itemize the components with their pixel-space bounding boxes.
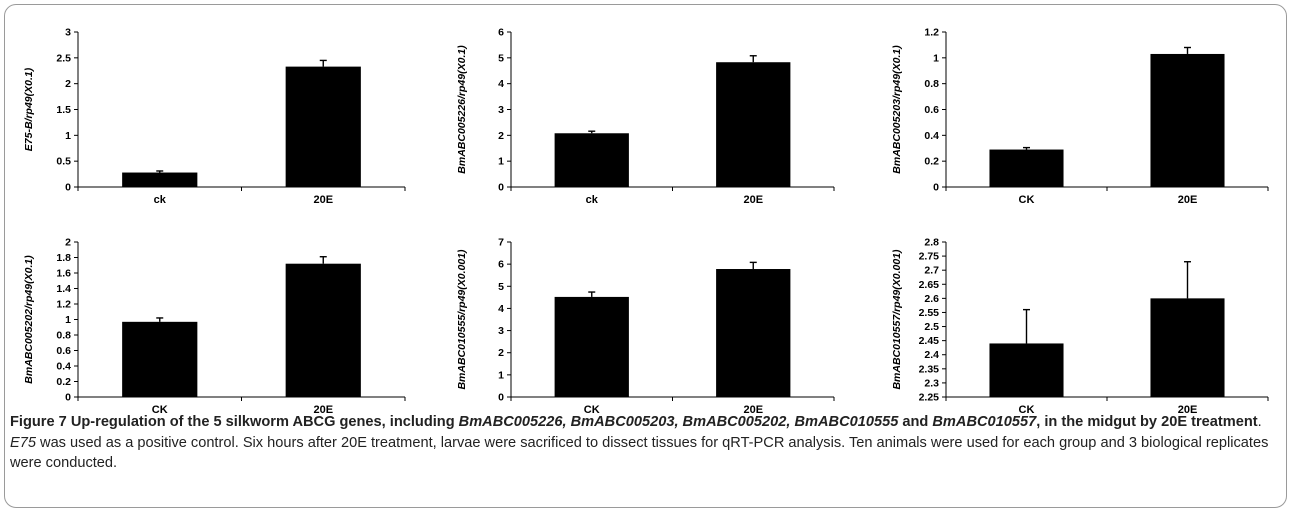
chart-4-bar-20E <box>285 263 361 397</box>
chart-6-ytick-label-9: 2.7 <box>924 265 939 277</box>
chart-6-ytick-label-8: 2.65 <box>919 279 940 291</box>
caption-title-part-1: Up-regulation of the 5 silkworm ABCG gen… <box>66 414 459 430</box>
chart-2-ytick-label-5: 5 <box>498 52 504 64</box>
chart-5-ytick-label-1: 1 <box>498 369 504 381</box>
chart-3-category-label-20E: 20E <box>1178 194 1198 206</box>
chart-6-ytick-label-2: 2.35 <box>919 363 940 375</box>
chart-3-ytick-label-0: 0 <box>933 182 939 194</box>
caption-genes-list: BmABC005226, BmABC005203, BmABC005202, B… <box>458 414 899 430</box>
chart-2-category-label-20E: 20E <box>743 194 763 206</box>
chart-6-ytick-label-10: 2.75 <box>919 251 940 263</box>
figure-label: Figure 7 <box>10 414 67 430</box>
chart-5-ytick-label-3: 3 <box>498 325 504 337</box>
chart-1-ytick-label-0: 0 <box>65 182 71 194</box>
chart-4-ytick-label-10: 2 <box>65 237 71 249</box>
chart-6-ytick-label-4: 2.45 <box>919 335 940 347</box>
chart-2-ytick-label-4: 4 <box>498 78 504 90</box>
chart-5-ytick-label-0: 0 <box>498 392 504 404</box>
chart-4-ytick-label-4: 0.8 <box>56 330 71 342</box>
chart-1-ytick-label-2: 1 <box>65 130 71 142</box>
chart-4-ytick-label-5: 1 <box>65 314 71 326</box>
chart-3-ylabel: BmABC005203/rp49(X0.1) <box>891 45 903 174</box>
chart-5-ytick-label-4: 4 <box>498 303 504 315</box>
chart-6-ytick-label-0: 2.25 <box>919 392 940 404</box>
chart-5-category-label-CK: CK <box>584 404 600 416</box>
chart-1-category-label-20E: 20E <box>313 194 333 206</box>
chart-5-ytick-label-5: 5 <box>498 281 504 293</box>
caption-title-part-2: , in the midgut by 20E treatment <box>1036 414 1258 430</box>
chart-5-ytick-label-6: 6 <box>498 259 504 271</box>
chart-3-bar-20E <box>1150 53 1225 188</box>
chart-2-bar-ck <box>554 133 629 187</box>
chart-4-ylabel: BmABC005202/rp49(X0.1) <box>23 255 35 384</box>
caption-e75: E75 <box>10 434 36 451</box>
chart-1-ytick-label-6: 3 <box>65 27 71 39</box>
chart-2-ytick-label-3: 3 <box>498 104 504 116</box>
chart-6-ytick-label-3: 2.4 <box>924 349 939 361</box>
chart-6-ytick-label-7: 2.6 <box>924 293 939 305</box>
chart-5-bar-20E <box>716 269 791 397</box>
chart-3-ytick-label-2: 0.4 <box>924 130 939 142</box>
figure-caption: Figure 7 Up-regulation of the 5 silkworm… <box>10 412 1278 474</box>
chart-1-category-label-ck: ck <box>154 194 167 206</box>
chart-4-category-label-CK: CK <box>152 404 168 416</box>
chart-2-ylabel: BmABC005226/rp49(X0.1) <box>456 45 468 174</box>
chart-2-bar-20E <box>716 62 791 187</box>
chart-5-category-label-20E: 20E <box>743 404 763 416</box>
chart-3-bar-CK <box>989 149 1064 187</box>
chart-6-bar-20E <box>1150 298 1225 397</box>
chart-3-category-label-CK: CK <box>1019 194 1035 206</box>
chart-4-ytick-label-8: 1.6 <box>56 268 71 280</box>
chart-1-ytick-label-3: 1.5 <box>56 104 71 116</box>
chart-4-ytick-label-1: 0.2 <box>56 376 71 388</box>
chart-3-ytick-label-4: 0.8 <box>924 78 939 90</box>
chart-2-ytick-label-2: 2 <box>498 130 504 142</box>
chart-6-ytick-label-5: 2.5 <box>924 321 939 333</box>
chart-3-ytick-label-6: 1.2 <box>924 27 939 39</box>
chart-4-ytick-label-9: 1.8 <box>56 252 71 264</box>
chart-5-ytick-label-2: 2 <box>498 347 504 359</box>
chart-4-ytick-label-6: 1.2 <box>56 299 71 311</box>
chart-6-category-label-CK: CK <box>1019 404 1035 416</box>
chart-1-ylabel: E75-B/rp49(X0.1) <box>23 67 35 151</box>
chart-6-ytick-label-6: 2.55 <box>919 307 940 319</box>
chart-5-bar-CK <box>554 296 629 397</box>
caption-and: and <box>898 414 933 430</box>
chart-4-ytick-label-7: 1.4 <box>56 283 71 295</box>
caption-gene-last: BmABC010557 <box>932 414 1037 430</box>
chart-4-bar-CK <box>122 321 198 397</box>
chart-1-ytick-label-5: 2.5 <box>56 52 71 64</box>
chart-5-ylabel: BmABC010555/rp49(X0.001) <box>456 249 468 390</box>
chart-1-ytick-label-4: 2 <box>65 78 71 90</box>
chart-3-ytick-label-3: 0.6 <box>924 104 939 116</box>
chart-4-ytick-label-2: 0.4 <box>56 361 71 373</box>
chart-4-ytick-label-0: 0 <box>65 392 71 404</box>
chart-6-bar-CK <box>989 343 1064 397</box>
caption-period: . <box>1257 414 1262 430</box>
chart-4-category-label-20E: 20E <box>313 404 333 416</box>
chart-2-category-label-ck: ck <box>586 194 599 206</box>
chart-2-ytick-label-1: 1 <box>498 156 504 168</box>
chart-4-ytick-label-3: 0.6 <box>56 345 71 357</box>
chart-1-ytick-label-1: 0.5 <box>56 156 71 168</box>
chart-6-ytick-label-11: 2.8 <box>924 237 939 249</box>
chart-2-ytick-label-6: 6 <box>498 27 504 39</box>
chart-1-bar-ck <box>122 172 198 187</box>
figure-frame <box>4 4 1287 508</box>
chart-5-ytick-label-7: 7 <box>498 237 504 249</box>
chart-6-category-label-20E: 20E <box>1178 404 1198 416</box>
chart-1-bar-20E <box>285 66 361 187</box>
chart-6-ylabel: BmABC010557/rp49(X0.001) <box>891 249 903 390</box>
chart-3-ytick-label-1: 0.2 <box>924 156 939 168</box>
chart-2-ytick-label-0: 0 <box>498 182 504 194</box>
caption-body: was used as a positive control. Six hour… <box>10 434 1269 472</box>
chart-6-ytick-label-1: 2.3 <box>924 377 939 389</box>
chart-3-ytick-label-5: 1 <box>933 52 939 64</box>
